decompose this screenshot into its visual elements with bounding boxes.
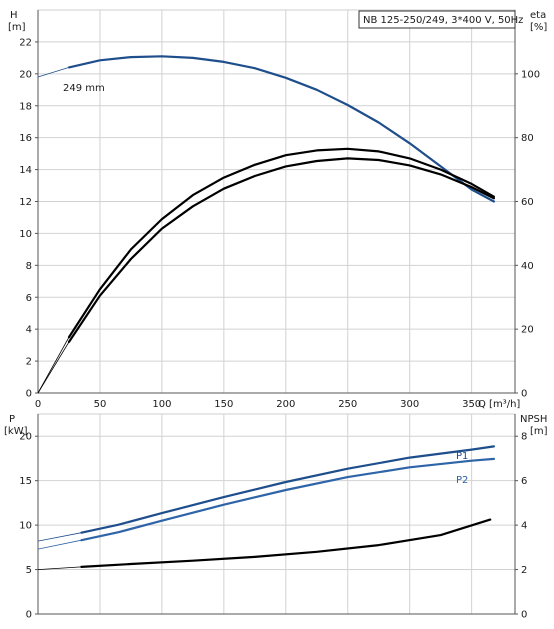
lower-plot-grid: [37, 414, 515, 615]
series-line-extrapolated: [37, 67, 70, 78]
left-tick-label: 18: [19, 101, 32, 112]
left-tick-label: 0: [26, 610, 32, 621]
left-tick-label: 8: [26, 261, 32, 272]
right-tick-label: 80: [521, 133, 534, 144]
series-line-extrapolated: [37, 566, 82, 570]
series-line: [80, 518, 492, 569]
power-axis-unit: [kW]: [4, 426, 28, 437]
left-tick-label: 22: [19, 37, 32, 48]
left-tick-label: 20: [19, 69, 32, 80]
upper-plot-grid: [37, 10, 515, 394]
right-tick-label: 60: [521, 197, 534, 208]
curve-label-249mm: 249 mm: [63, 83, 105, 94]
x-tick-label: 350: [462, 399, 481, 410]
series-line-extrapolated: [37, 341, 70, 394]
series-line-extrapolated: [37, 532, 82, 542]
lower-plot-series: [37, 445, 495, 570]
title-box: [358, 10, 516, 29]
plot-area-border: [37, 413, 516, 615]
series-line: [67, 55, 495, 203]
right-tick-label: 2: [521, 565, 527, 576]
left-tick-label: 14: [19, 165, 32, 176]
left-tick-label: 12: [19, 197, 32, 208]
series-label-p2: P2: [456, 475, 468, 486]
left-tick-label: 6: [26, 293, 32, 304]
series-line: [67, 147, 495, 339]
upper-plot-tick-labels: 0 2 4 6 8 10 12 14 16 18 20 22 0 20 40 60 80 100 0 50 100 150…: [19, 37, 540, 410]
left-tick-label: 2: [26, 357, 32, 368]
series-line: [80, 445, 495, 534]
lower-plot-frame: [37, 413, 516, 615]
right-tick-label: 0: [521, 389, 527, 400]
upper-plot-axes: [35, 10, 518, 394]
lower-plot-tick-labels: 0 5 10 15 20 0 2 4 6 8: [19, 432, 527, 621]
head-axis-unit: [m]: [8, 22, 26, 33]
x-tick-label: 150: [214, 399, 233, 410]
npsh-axis-unit: [m]: [530, 426, 548, 437]
right-tick-label: 8: [521, 432, 527, 443]
x-tick-label: 250: [338, 399, 357, 410]
eta-axis-unit: [%]: [530, 22, 547, 33]
x-tick-label: 0: [35, 399, 41, 410]
eta-axis-label: eta: [530, 10, 546, 21]
right-tick-label: 4: [521, 521, 527, 532]
npsh-axis-label: NPSH: [520, 414, 547, 425]
left-tick-label: 20: [19, 432, 32, 443]
left-tick-label: 15: [19, 476, 32, 487]
left-tick-label: 5: [26, 565, 32, 576]
head-axis-label: H: [10, 10, 18, 21]
series-label-p1: P1: [456, 451, 468, 462]
left-tick-label: 0: [26, 389, 32, 400]
series-line: [80, 457, 495, 542]
power-axis-label: P: [9, 414, 15, 425]
x-tick-label: 100: [152, 399, 171, 410]
series-line-extrapolated: [37, 539, 82, 550]
x-tick-label: 200: [276, 399, 295, 410]
right-tick-label: 100: [521, 69, 540, 80]
upper-plot-series: [37, 55, 495, 394]
left-tick-label: 10: [19, 521, 32, 532]
x-tick-label: 300: [400, 399, 419, 410]
right-tick-label: 6: [521, 476, 527, 487]
chart-title: NB 125-250/249, 3*400 V, 50Hz: [363, 15, 523, 26]
flow-axis-label: Q [m³/h]: [478, 399, 520, 410]
lower-plot-axes: [35, 414, 518, 615]
x-tick-label: 50: [94, 399, 107, 410]
right-tick-label: 20: [521, 325, 534, 336]
left-tick-label: 4: [26, 325, 32, 336]
left-tick-label: 10: [19, 229, 32, 240]
left-tick-label: 16: [19, 133, 32, 144]
right-tick-label: 40: [521, 261, 534, 272]
series-line: [67, 157, 495, 343]
right-tick-label: 0: [521, 610, 527, 621]
series-line-extrapolated: [37, 336, 70, 394]
